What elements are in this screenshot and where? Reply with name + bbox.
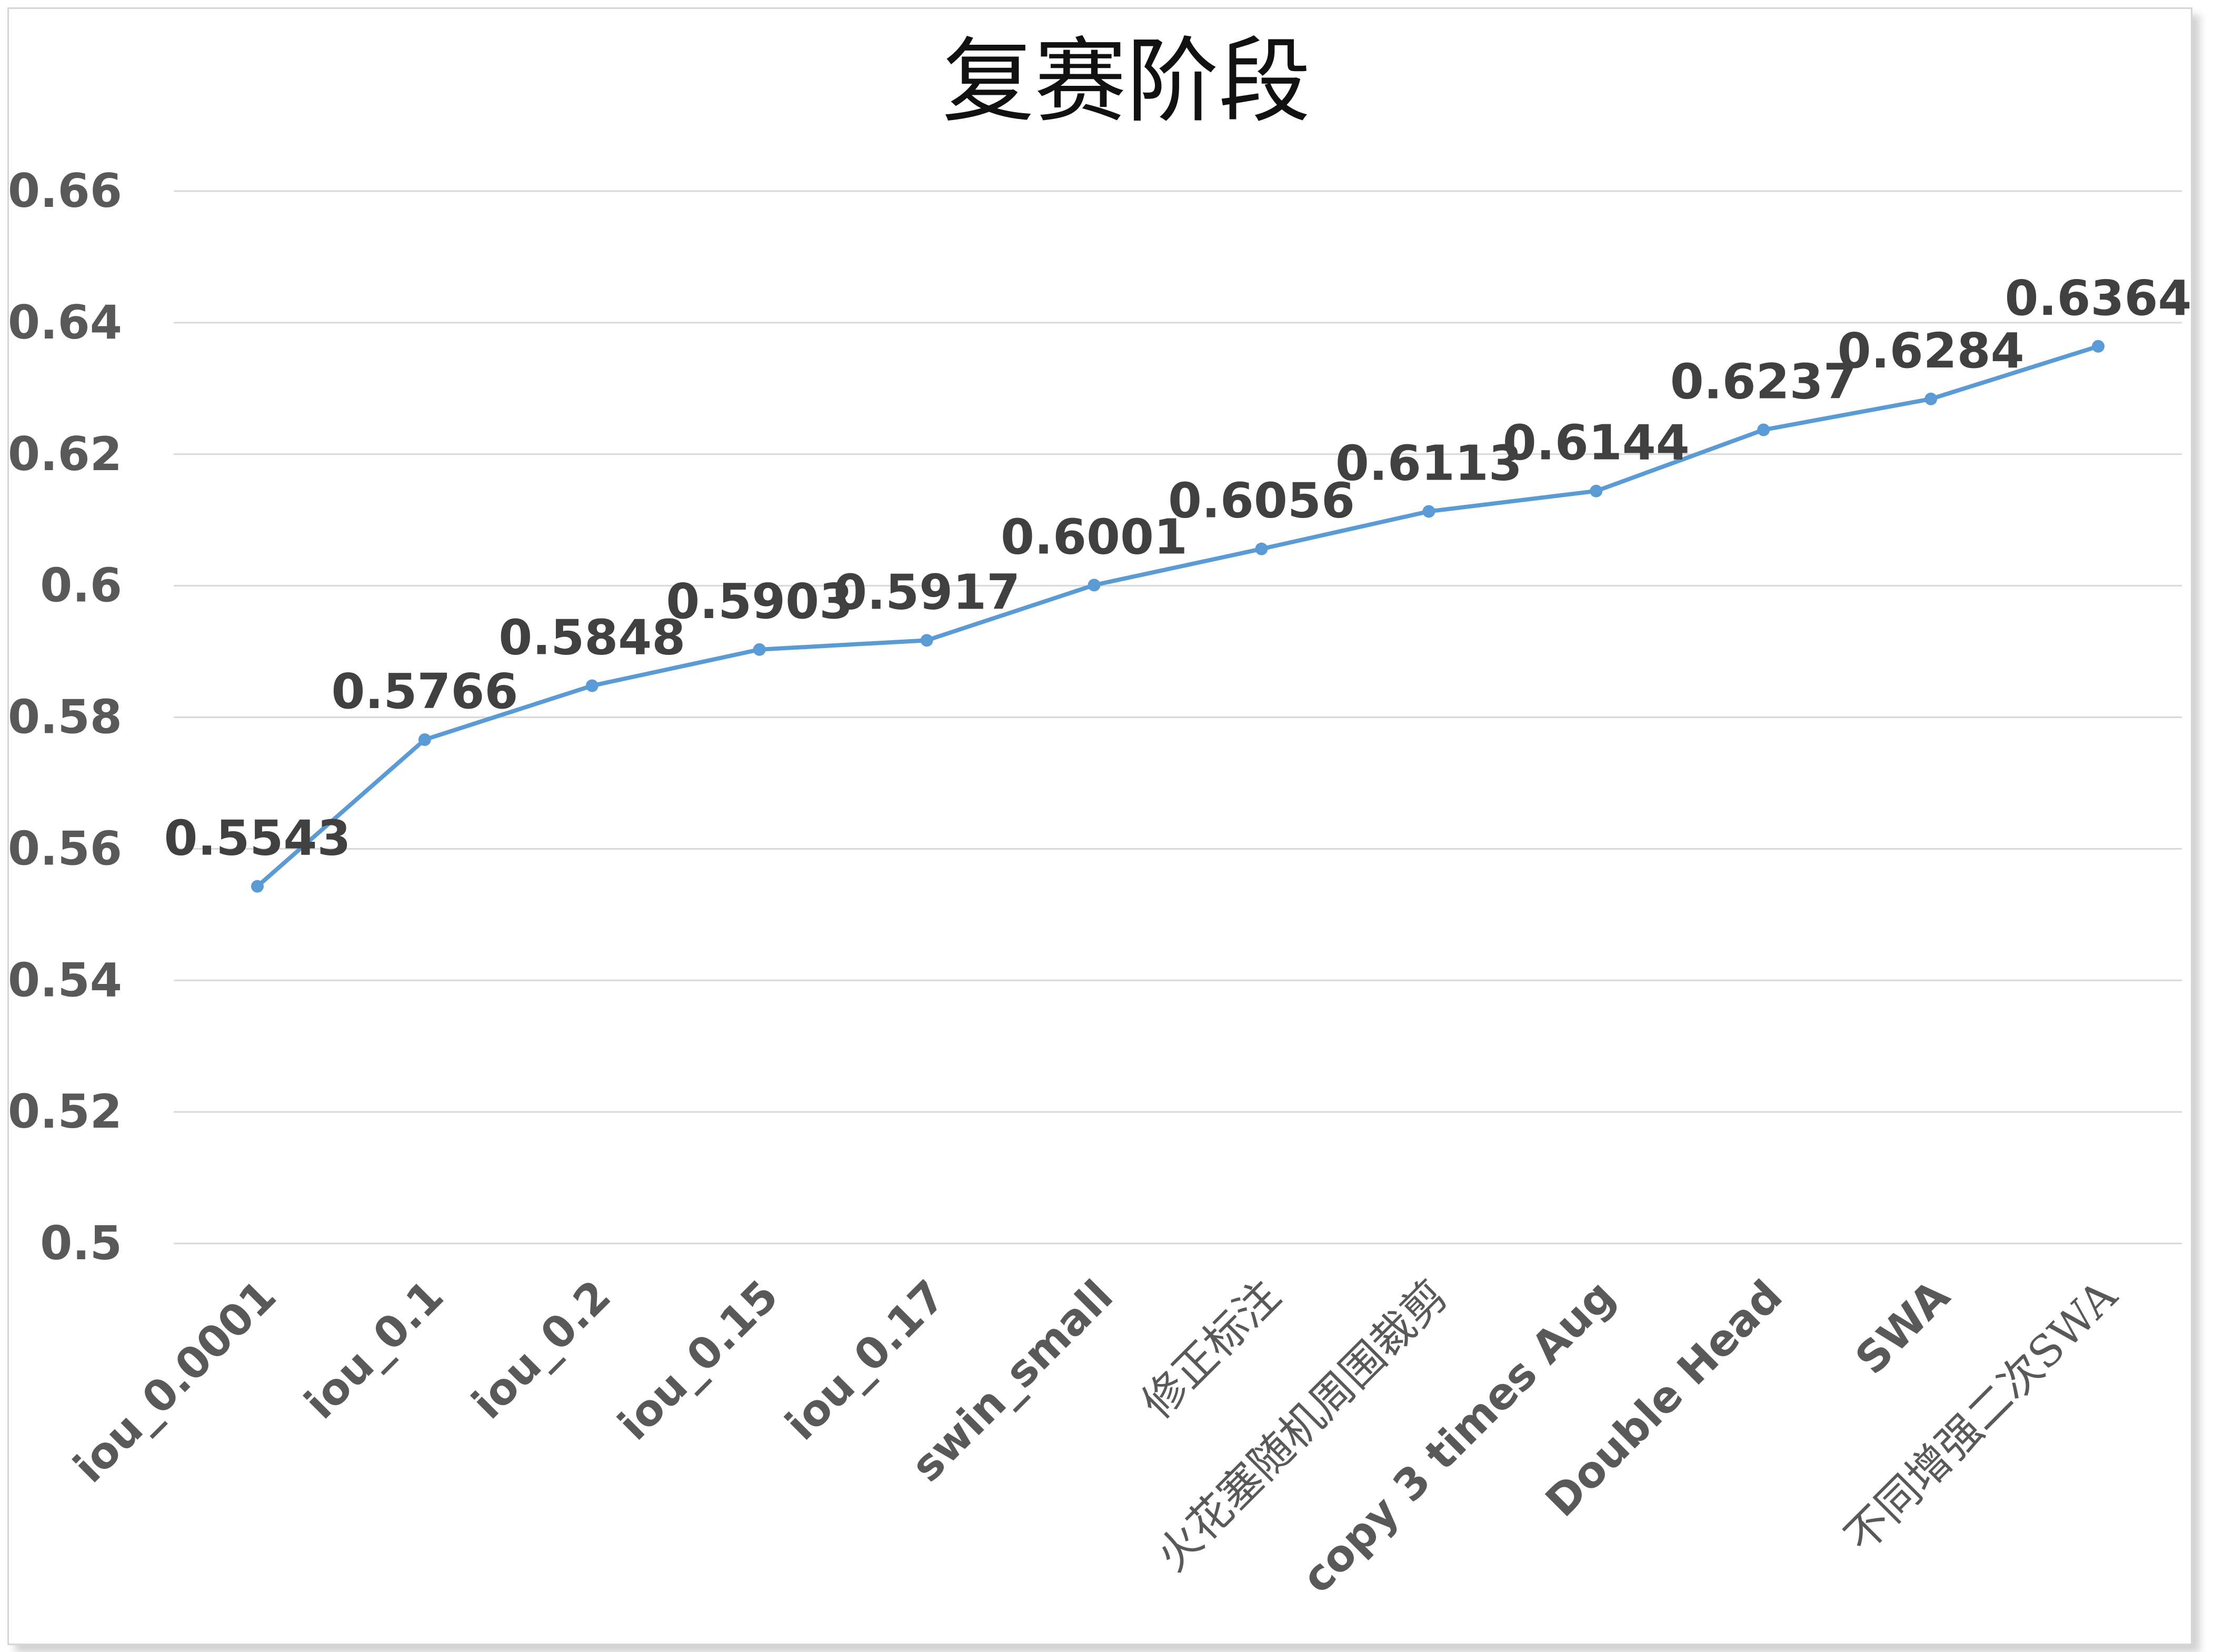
y-tick-label: 0.56 — [8, 821, 122, 875]
x-tick-label: iou_0.0001 — [64, 1271, 286, 1492]
data-label: 0.6237 — [1670, 354, 1857, 410]
data-label: 0.6144 — [1503, 415, 1690, 471]
data-label: 0.5917 — [833, 564, 1020, 620]
data-point — [585, 679, 599, 692]
series-line — [255, 344, 2101, 889]
x-tick-label: SWA — [1846, 1271, 1960, 1385]
data-label: 0.6364 — [2005, 270, 2192, 326]
x-tick-label: iou_0.17 — [776, 1271, 955, 1450]
y-tick-label: 0.58 — [8, 690, 122, 744]
y-tick-label: 0.6 — [40, 559, 122, 613]
chart-title: 复赛阶段 — [942, 28, 1311, 135]
data-point — [251, 880, 264, 893]
x-tick-label: copy 3 times Aug — [1292, 1271, 1624, 1603]
x-axis-tick-labels: iou_0.0001 iou_0.1 iou_0.2iou_0.15iou_0.17… — [64, 1270, 2127, 1603]
data-point — [753, 643, 766, 656]
x-tick-label: iou_0.2 — [463, 1271, 621, 1429]
data-label: 0.5903 — [666, 573, 853, 630]
x-tick-label: 修正标注 — [1132, 1271, 1290, 1428]
data-point — [1088, 579, 1101, 592]
data-label: 0.5848 — [498, 610, 685, 666]
data-label: 0.5543 — [164, 810, 351, 867]
y-tick-label: 0.64 — [8, 295, 122, 350]
x-tick-label: iou_0.15 — [609, 1271, 788, 1450]
data-label: 0.6001 — [1001, 509, 1188, 565]
data-point — [1422, 505, 1435, 518]
gridlines — [174, 190, 2182, 1245]
data-label: 0.6056 — [1168, 473, 1355, 529]
y-tick-label: 0.5 — [40, 1216, 122, 1270]
data-point — [1924, 392, 1938, 405]
y-tick-label: 0.62 — [8, 427, 122, 481]
data-point — [920, 634, 933, 647]
x-tick-label: 火花塞随机周围裁剪 — [1147, 1271, 1457, 1581]
x-tick-label: 不同增强二次SWA — [1836, 1270, 2128, 1563]
y-tick-label: 0.52 — [8, 1084, 122, 1139]
data-point — [1757, 423, 1770, 436]
data-point — [1590, 484, 1603, 497]
chart-frame — [7, 7, 2192, 1645]
data-point — [1255, 542, 1268, 555]
y-tick-label: 0.54 — [8, 953, 122, 1007]
data-point — [418, 733, 431, 746]
y-tick-label: 0.66 — [8, 164, 122, 218]
data-label: 0.6113 — [1335, 435, 1522, 491]
data-labels: 0.5543 0.57660.58480.59030.59170.60010.60… — [164, 270, 2191, 867]
series-layer — [251, 340, 2105, 893]
data-label: 0.6284 — [1838, 323, 2024, 379]
x-tick-label: iou_0.1 — [295, 1271, 453, 1429]
data-label: 0.5766 — [331, 663, 518, 720]
y-axis-tick-labels: 0.5 0.52 0.54 0.56 0.58 0.6 0.62 0.64 0.66 — [8, 164, 122, 1270]
data-point — [2092, 340, 2105, 353]
